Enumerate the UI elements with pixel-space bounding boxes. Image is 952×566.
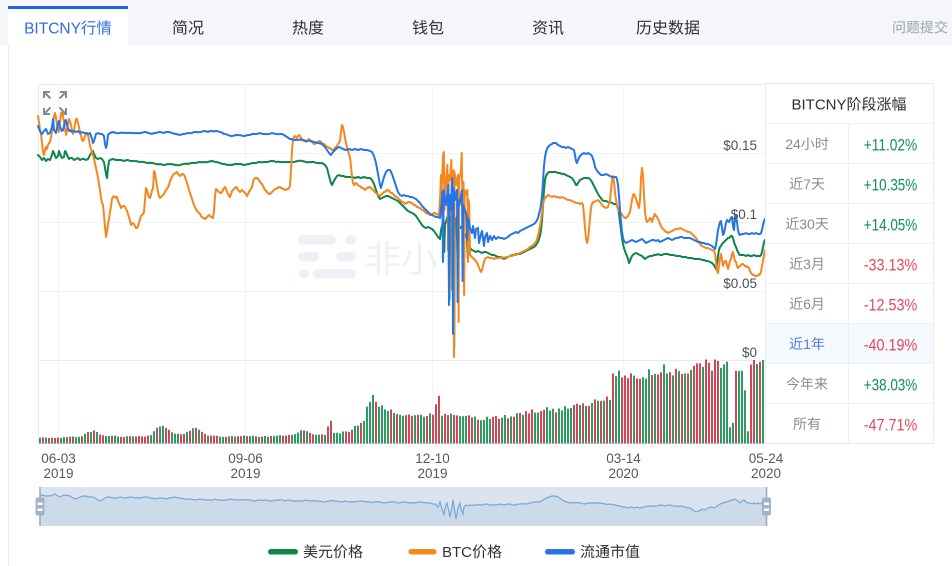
svg-text:-47.71%: -47.71%: [864, 416, 918, 435]
svg-text:2019: 2019: [417, 466, 447, 481]
svg-text:2019: 2019: [43, 466, 73, 481]
svg-text:+38.03%: +38.03%: [864, 376, 918, 395]
svg-text:2020: 2020: [608, 466, 638, 481]
svg-text:1: 1: [803, 336, 811, 352]
svg-text:24: 24: [785, 136, 801, 152]
svg-text:30: 30: [799, 216, 815, 232]
svg-text:06-03: 06-03: [41, 451, 76, 466]
svg-text:+11.02%: +11.02%: [864, 136, 918, 155]
svg-text:3: 3: [803, 256, 811, 272]
svg-text:BTC: BTC: [442, 544, 472, 561]
svg-text:2020: 2020: [751, 466, 781, 481]
svg-text:+10.35%: +10.35%: [864, 176, 918, 195]
svg-text:+14.05%: +14.05%: [864, 216, 918, 235]
svg-text:-12.53%: -12.53%: [864, 296, 918, 315]
svg-text:12-10: 12-10: [415, 451, 450, 466]
svg-text:-33.13%: -33.13%: [864, 256, 918, 275]
svg-text:03-14: 03-14: [606, 451, 641, 466]
svg-text:$0.1: $0.1: [731, 207, 757, 222]
svg-text:BITCNY: BITCNY: [792, 97, 847, 114]
svg-text:6: 6: [803, 296, 811, 312]
svg-text:09-06: 09-06: [228, 451, 263, 466]
svg-text:BITCNY: BITCNY: [24, 20, 81, 37]
svg-text:7: 7: [803, 176, 811, 192]
svg-text:$0: $0: [742, 345, 757, 360]
svg-text:05-24: 05-24: [749, 451, 784, 466]
svg-text:$0.05: $0.05: [723, 276, 757, 291]
svg-text:$0.15: $0.15: [723, 138, 757, 153]
svg-text:-40.19%: -40.19%: [864, 336, 918, 355]
svg-text:2019: 2019: [230, 466, 260, 481]
